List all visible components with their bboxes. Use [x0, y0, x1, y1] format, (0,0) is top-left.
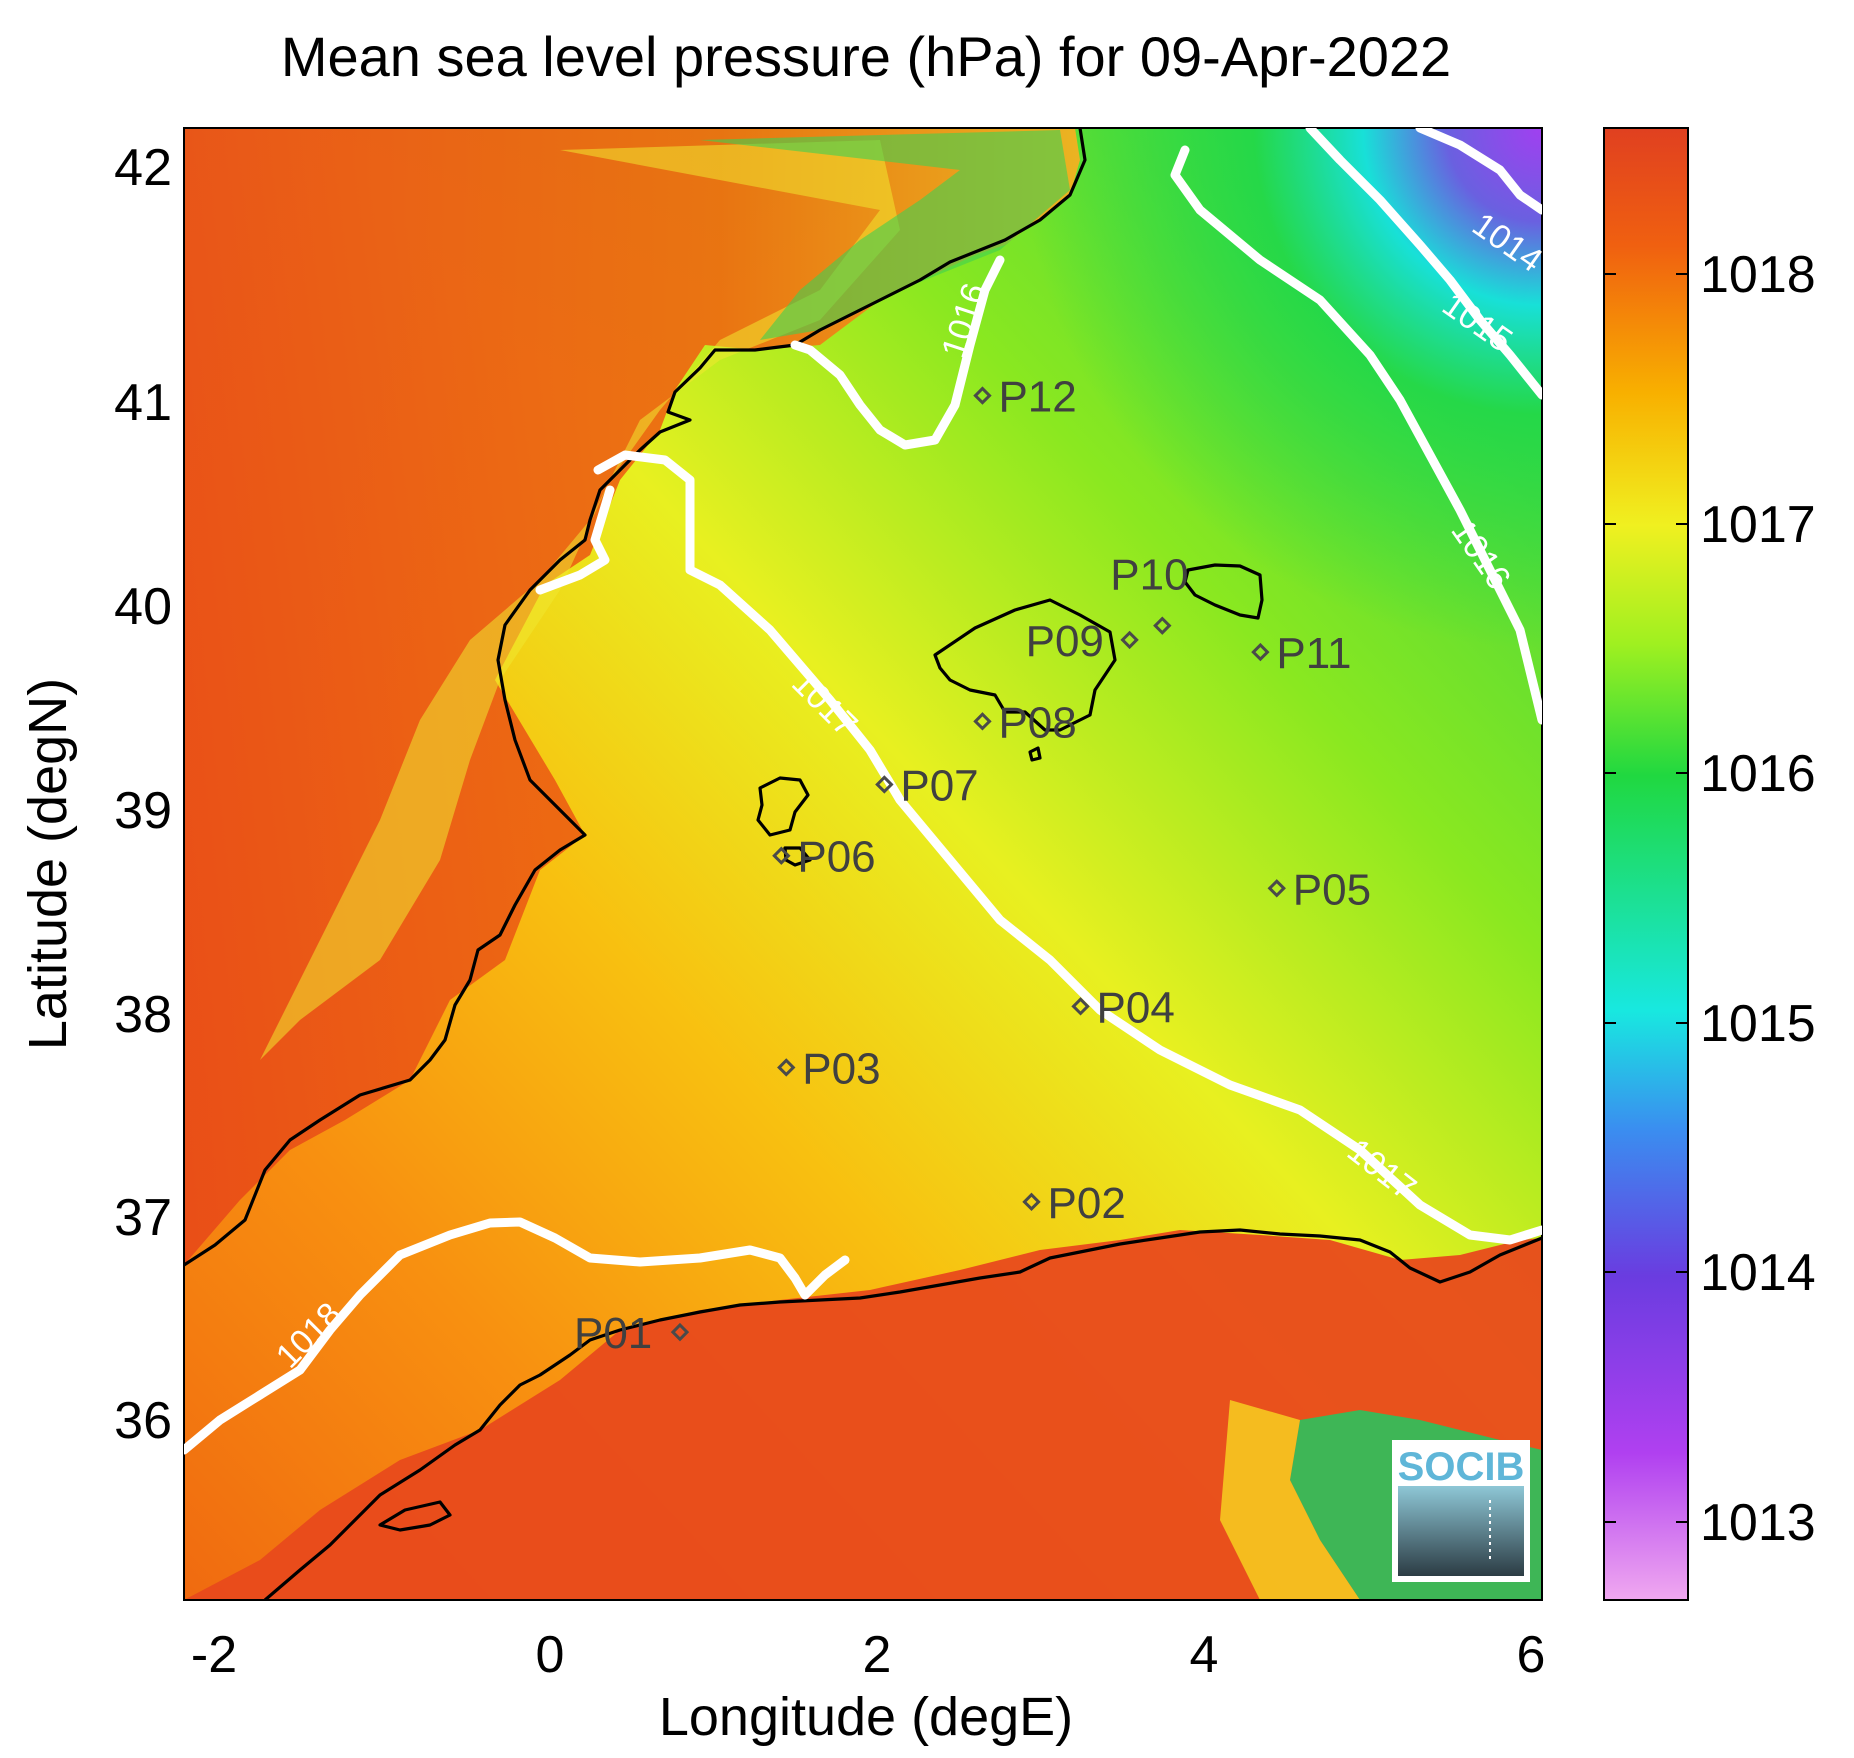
station-label: P10: [1110, 551, 1188, 600]
station-label: P06: [797, 833, 875, 882]
x-tick-label: -2: [191, 1626, 237, 1684]
ibiza-outline: [756, 776, 810, 837]
station-marker: [973, 386, 992, 405]
menorca-outline: [1183, 563, 1264, 620]
colorbar-tick-label: 1015: [1700, 995, 1816, 1053]
colorbar: 1013 1014 1015 1016 1017 1018: [1603, 127, 1816, 1601]
y-tick-label: 41: [114, 374, 172, 432]
station-label: P11: [1276, 629, 1351, 678]
x-tick-label: 2: [863, 1626, 892, 1684]
cabrera-outline: [1028, 746, 1042, 762]
y-tick-label: 36: [114, 1392, 172, 1450]
station-label: P01: [574, 1309, 652, 1358]
pressure-field: [184, 128, 1542, 1600]
station-label: P02: [1048, 1179, 1126, 1228]
isobars: [184, 128, 1542, 1455]
isobar-1016-east: [1170, 145, 1542, 725]
mallorca-outline: [933, 598, 1117, 732]
africa-coastline: [263, 1228, 1542, 1600]
station-label: P08: [998, 698, 1076, 747]
station-marker: [772, 846, 791, 865]
station-label: P07: [900, 761, 978, 810]
socib-logo: SOCIB: [1392, 1440, 1530, 1582]
iberia-coastline: [184, 128, 1087, 1267]
station-marker: [1267, 879, 1286, 898]
colorbar-tick-label: 1013: [1700, 1494, 1816, 1552]
map-frame: [183, 127, 1543, 1601]
y-tick-label: 39: [114, 782, 172, 840]
station-label: P03: [802, 1044, 880, 1093]
y-tick-label: 37: [114, 1189, 172, 1247]
isobar-1018: [184, 1217, 850, 1455]
station-marker: [1071, 997, 1090, 1016]
isobar-1016-north: [790, 255, 1005, 450]
colorbar-tick-label: 1017: [1700, 496, 1816, 554]
alboran-island: [378, 1500, 452, 1532]
station-marker: [973, 712, 992, 731]
station-label: P12: [998, 373, 1076, 422]
x-axis-label: Longitude (degE): [659, 1687, 1073, 1747]
iberia-land: [184, 128, 1080, 1265]
station-label: P09: [1026, 617, 1104, 666]
y-axis-label: Latitude (degN): [18, 678, 78, 1050]
station-marker: [1153, 616, 1172, 635]
y-tick-label: 38: [114, 986, 172, 1044]
station-marker: [1251, 642, 1270, 662]
isobar-1014: [1415, 128, 1542, 215]
station-marker: [1022, 1192, 1041, 1212]
isobar-1017-west: [535, 485, 615, 595]
station-label: P04: [1097, 983, 1175, 1032]
isobar-1017: [593, 450, 1542, 1245]
station-marker: [670, 1322, 690, 1342]
station-label: P05: [1293, 865, 1371, 914]
x-axis: -2 0 2 4 6 Longitude (degE): [191, 1626, 1546, 1747]
station-marker: [875, 775, 894, 794]
chart-title: Mean sea level pressure (hPa) for 09-Apr…: [281, 25, 1451, 88]
x-tick-label: 4: [1190, 1626, 1219, 1684]
colorbar-tick-label: 1014: [1700, 1244, 1816, 1302]
station-marker: [1120, 630, 1139, 650]
y-tick-label: 42: [114, 139, 172, 197]
y-tick-label: 40: [114, 578, 172, 636]
colorbar-tick-label: 1018: [1700, 246, 1816, 304]
y-axis: 36 37 38 39 40 41 42 Latitude (degN): [18, 139, 172, 1450]
x-tick-label: 6: [1517, 1626, 1546, 1684]
colorbar-tick-label: 1016: [1700, 745, 1816, 803]
isobar-1015: [1305, 128, 1542, 400]
station-marker: [777, 1058, 796, 1077]
coastlines: [184, 128, 1542, 1600]
africa-land: [184, 1230, 1542, 1600]
socib-logo-text: SOCIB: [1398, 1445, 1525, 1489]
x-tick-label: 0: [536, 1626, 565, 1684]
